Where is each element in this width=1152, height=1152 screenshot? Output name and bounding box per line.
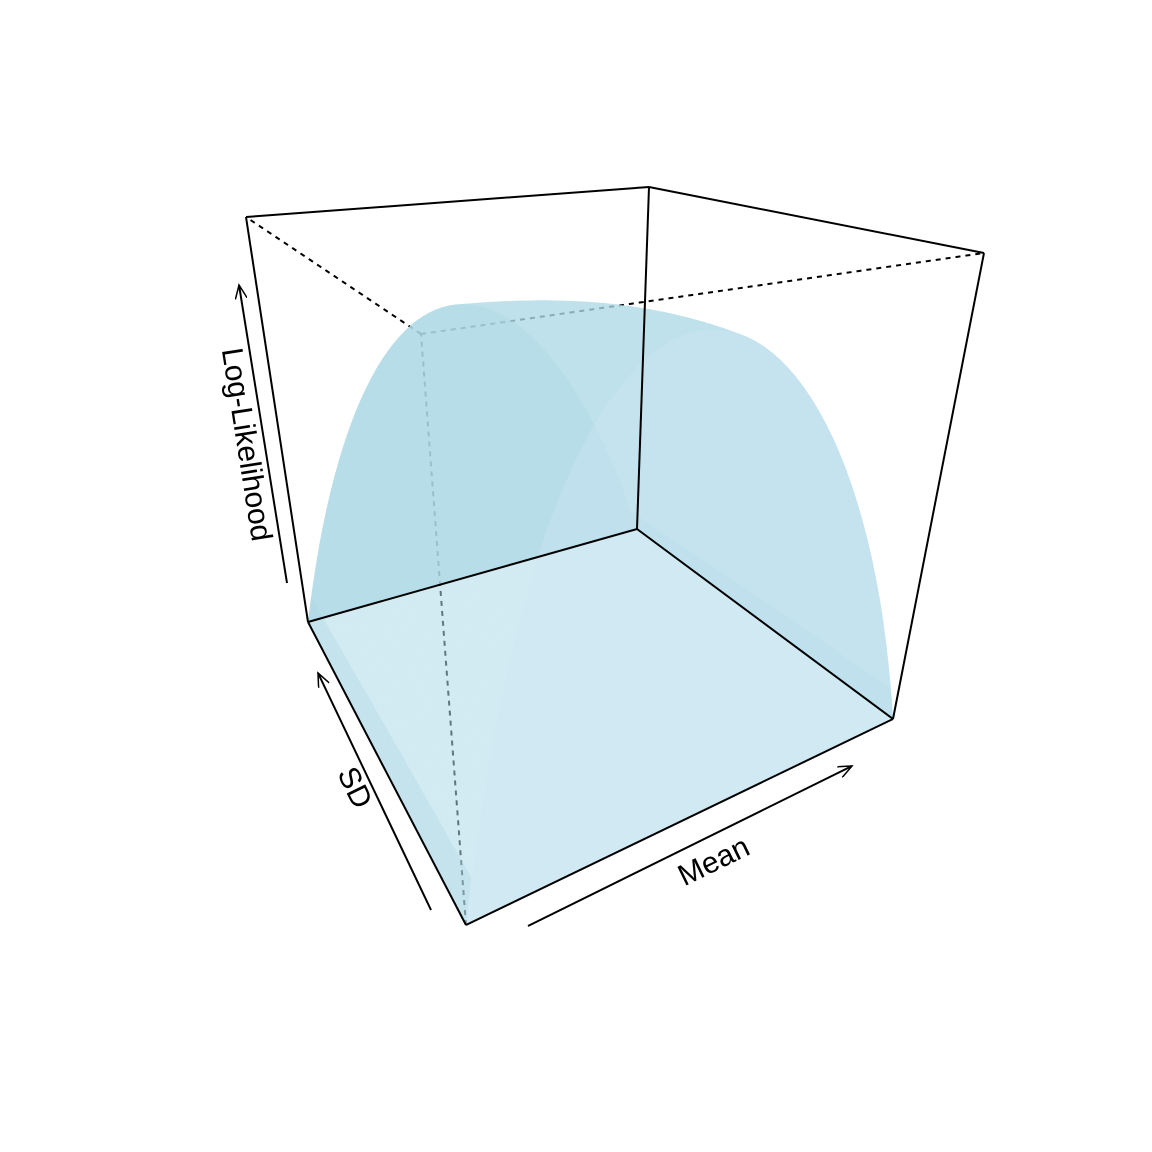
loglik-axis-arrow	[239, 285, 288, 584]
sd-axis-arrow	[317, 673, 432, 911]
box-visible-edges	[245, 186, 985, 926]
box-edge-hidden-2	[245, 216, 422, 335]
mean-axis-arrow	[527, 765, 852, 927]
box-edge-left-vertical	[245, 216, 309, 623]
loglik-axis-label: Log-Likelihood	[215, 346, 278, 544]
box-edge-top-right	[648, 186, 985, 254]
box-edge-right-vertical	[892, 252, 985, 720]
box-edge-bottom-right	[465, 718, 894, 926]
sd-axis-label: SD	[331, 762, 379, 814]
box-edge-back-vertical	[636, 186, 650, 530]
box-edge-top-left	[245, 186, 650, 218]
mean-axis-label: Mean	[673, 830, 755, 893]
box-edge-bottom-back-right	[636, 528, 894, 720]
box-edge-bottom-back-left	[307, 528, 638, 623]
surface-front-arch	[466, 329, 893, 925]
log-likelihood-surface	[308, 300, 893, 926]
surface-left-face	[308, 597, 472, 925]
box-edge-bottom-front	[307, 621, 467, 926]
